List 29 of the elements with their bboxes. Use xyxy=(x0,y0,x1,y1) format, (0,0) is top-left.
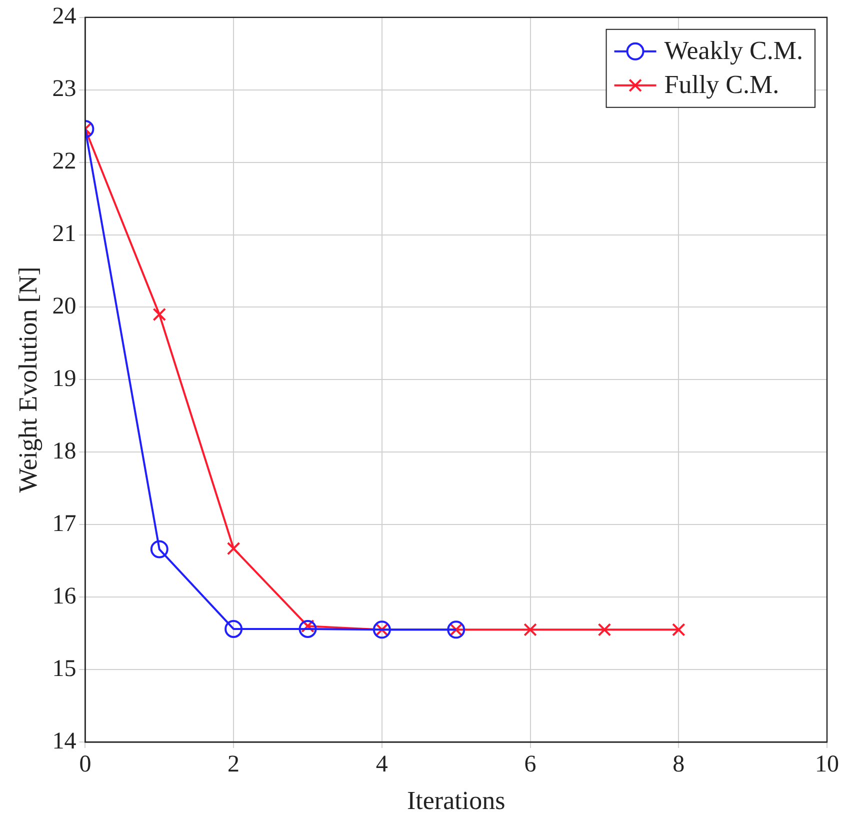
y-tick-label: 15 xyxy=(52,656,76,682)
x-tick-label: 6 xyxy=(524,752,536,778)
y-tick-label: 17 xyxy=(52,510,76,537)
y-tick-label: 21 xyxy=(52,221,76,248)
point xyxy=(298,620,317,638)
x-tick-label: 4 xyxy=(376,752,388,778)
y-tick-label: 14 xyxy=(52,728,76,754)
y-tick-label: 19 xyxy=(52,366,76,392)
y-tick-label: 24 xyxy=(52,4,76,30)
x-tick-label: 10 xyxy=(815,752,839,778)
point xyxy=(226,542,240,556)
y-tick-label: 20 xyxy=(52,294,76,320)
point xyxy=(672,623,686,636)
point xyxy=(598,623,612,636)
x-tick-label: 2 xyxy=(228,752,240,778)
point xyxy=(150,540,168,558)
x-tick-label: 0 xyxy=(79,752,92,778)
x-axis-title: Iterations xyxy=(407,786,506,816)
point xyxy=(524,623,537,636)
point xyxy=(224,620,243,638)
y-tick-label: 22 xyxy=(52,148,76,175)
x-tick-label: 8 xyxy=(672,752,685,778)
y-axis-title: Weight Evolution [N] xyxy=(13,266,42,493)
y-tick-label: 23 xyxy=(52,76,76,102)
legend-label: Fully C.M. xyxy=(664,70,780,100)
y-tick-label: 18 xyxy=(52,438,76,464)
legend-label: Weakly C.M. xyxy=(664,36,804,66)
point xyxy=(152,308,166,322)
y-tick-label: 16 xyxy=(52,583,76,610)
